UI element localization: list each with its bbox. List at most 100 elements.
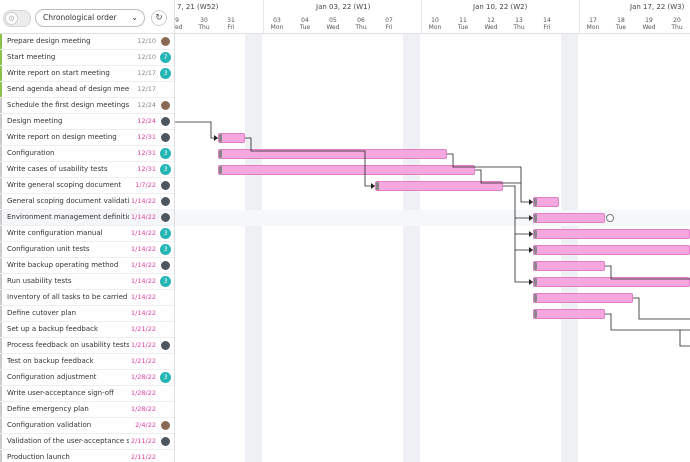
refresh-button[interactable]: ↻: [151, 10, 167, 26]
task-name: Configuration validation: [7, 421, 92, 429]
assignee-avatar[interactable]: 3: [160, 148, 171, 159]
assignee-avatar[interactable]: 3: [160, 372, 171, 383]
task-row[interactable]: Write backup operating method 1/14/22: [0, 258, 174, 274]
task-row[interactable]: Validation of the user-acceptance sig...…: [0, 434, 174, 450]
task-due-date: 1/28/22: [130, 389, 156, 397]
task-row[interactable]: Configuration unit tests 1/14/22 3: [0, 242, 174, 258]
assignee-avatar[interactable]: [160, 116, 171, 127]
assignee-avatar[interactable]: [160, 180, 171, 191]
gantt-task-bar[interactable]: [218, 133, 245, 143]
gantt-task-bar[interactable]: [533, 261, 605, 271]
assignee-avatar[interactable]: 3: [160, 68, 171, 79]
task-row[interactable]: Process feedback on usability tests 1/21/…: [0, 338, 174, 354]
task-name: Process feedback on usability tests: [7, 341, 129, 349]
task-due-date: 12/24: [137, 101, 156, 109]
drag-handle[interactable]: [219, 166, 222, 174]
week-label: Jan 10, 22 (W2): [473, 3, 528, 11]
task-status-bar: [0, 210, 2, 225]
day-label: 9Ved: [175, 17, 183, 31]
gantt-task-bar[interactable]: [533, 197, 559, 207]
task-due-date: 1/7/22: [135, 181, 156, 189]
task-row[interactable]: Schedule the first design meetings 12/24: [0, 98, 174, 114]
assignee-avatar[interactable]: [160, 420, 171, 431]
task-due-date: 1/14/22: [130, 277, 156, 285]
task-row[interactable]: Write user-acceptance sign-off 1/28/22: [0, 386, 174, 402]
drag-handle[interactable]: [376, 182, 379, 190]
assignee-avatar[interactable]: [160, 132, 171, 143]
task-row[interactable]: Define cutover plan 1/14/22: [0, 306, 174, 322]
task-due-date: 2/4/22: [135, 421, 156, 429]
week-divider: [263, 0, 264, 33]
gantt-task-bar[interactable]: [375, 181, 503, 191]
task-row[interactable]: Set up a backup feedback 1/21/22: [0, 322, 174, 338]
assignee-avatar[interactable]: [160, 196, 171, 207]
drag-handle[interactable]: [534, 310, 537, 318]
task-row[interactable]: Write configuration manual 1/14/22 3: [0, 226, 174, 242]
assignee-avatar[interactable]: 3: [160, 276, 171, 287]
task-row[interactable]: Configuration 12/31 3: [0, 146, 174, 162]
task-row[interactable]: Send agenda ahead of design meeting 12/17: [0, 82, 174, 98]
task-row[interactable]: Write report on start meeting 12/17 3: [0, 66, 174, 82]
task-row[interactable]: Inventory of all tasks to be carried ou.…: [0, 290, 174, 306]
task-due-date: 1/21/22: [130, 341, 156, 349]
assignee-avatar[interactable]: 3: [160, 244, 171, 255]
task-row[interactable]: Configuration adjustment 1/28/22 3: [0, 370, 174, 386]
drag-handle[interactable]: [534, 262, 537, 270]
task-row[interactable]: Prepare design meeting 12/10: [0, 34, 174, 50]
drag-handle[interactable]: [219, 134, 222, 142]
task-status-bar: [0, 66, 2, 81]
task-due-date: 12/10: [137, 37, 156, 45]
task-status-bar: [0, 258, 2, 273]
drag-handle[interactable]: [534, 278, 537, 286]
assignee-avatar[interactable]: [160, 100, 171, 111]
task-row[interactable]: Start meeting 12/10 7: [0, 50, 174, 66]
drag-handle[interactable]: [219, 150, 222, 158]
task-row[interactable]: Run usability tests 1/14/22 3: [0, 274, 174, 290]
task-status-bar: [0, 98, 2, 113]
drag-handle[interactable]: [534, 230, 537, 238]
timeline-header: 7, 21 (W52) Jan 03, 22 (W1) Jan 10, 22 (W2…: [175, 0, 690, 34]
task-row[interactable]: Design meeting 12/24: [0, 114, 174, 130]
drag-handle[interactable]: [534, 294, 537, 302]
gantt-task-bar[interactable]: [533, 293, 633, 303]
assignee-avatar[interactable]: [160, 260, 171, 271]
task-row[interactable]: Production launch 2/11/22: [0, 450, 174, 462]
view-toggle[interactable]: ⚙: [3, 10, 31, 27]
week-label: Jan 17, 22 (W3): [630, 3, 685, 11]
dependency-link: [514, 218, 533, 283]
drag-handle[interactable]: [534, 214, 537, 222]
gantt-task-bar[interactable]: [218, 149, 447, 159]
task-status-bar: [0, 370, 2, 385]
task-status-bar: [0, 130, 2, 145]
order-select[interactable]: Chronological order ⌄: [35, 9, 145, 27]
assignee-avatar[interactable]: 3: [160, 228, 171, 239]
assignee-avatar[interactable]: [160, 36, 171, 47]
task-row[interactable]: Write report on design meeting 12/31: [0, 130, 174, 146]
task-due-date: 1/14/22: [130, 197, 156, 205]
dependency-link: [633, 297, 690, 320]
task-name: Write report on design meeting: [7, 133, 117, 141]
task-row[interactable]: Test on backup feedback 1/21/22: [0, 354, 174, 370]
gantt-task-bar[interactable]: [533, 213, 605, 223]
task-name: Send agenda ahead of design meeting: [7, 85, 129, 93]
task-row[interactable]: Write cases of usability tests 12/31 3: [0, 162, 174, 178]
drag-handle[interactable]: [534, 198, 537, 206]
assignee-avatar[interactable]: 7: [160, 52, 171, 63]
link-handle-icon[interactable]: [606, 214, 614, 222]
assignee-avatar[interactable]: 3: [160, 164, 171, 175]
task-row[interactable]: Write general scoping document 1/7/22: [0, 178, 174, 194]
task-name: Production launch: [7, 453, 70, 461]
assignee-avatar[interactable]: [160, 212, 171, 223]
task-name: Design meeting: [7, 117, 63, 125]
task-row[interactable]: Configuration validation 2/4/22: [0, 418, 174, 434]
drag-handle[interactable]: [534, 246, 537, 254]
task-row[interactable]: Define emergency plan 1/28/22: [0, 402, 174, 418]
assignee-avatar[interactable]: [160, 436, 171, 447]
task-row[interactable]: General scoping document validation 1/14/…: [0, 194, 174, 210]
gantt-task-bar[interactable]: [533, 309, 605, 319]
task-name: Run usability tests: [7, 277, 72, 285]
week-label: 7, 21 (W52): [177, 3, 219, 11]
assignee-avatar[interactable]: [160, 340, 171, 351]
task-row[interactable]: Environment management definition 1/14/22: [0, 210, 174, 226]
gantt-task-bar[interactable]: [218, 165, 475, 175]
